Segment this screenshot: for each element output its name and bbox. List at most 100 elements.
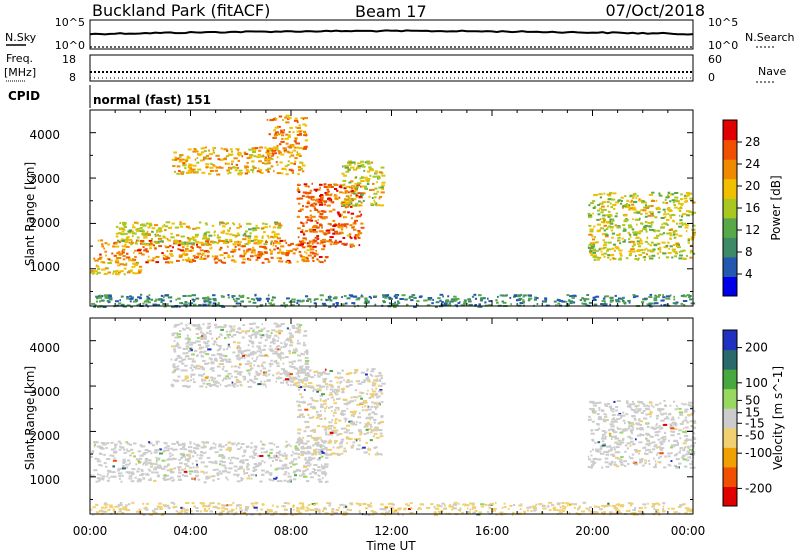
heatmap-cell xyxy=(241,294,245,297)
heatmap-cell xyxy=(632,231,637,234)
heatmap-cell xyxy=(116,257,119,259)
heatmap-cell xyxy=(375,406,379,409)
heatmap-cell xyxy=(165,449,170,452)
heatmap-cell xyxy=(270,165,274,168)
heatmap-cell xyxy=(332,390,336,393)
colorbar-tick-label: 16 xyxy=(745,201,760,215)
heatmap-cell xyxy=(95,300,98,303)
heatmap-cell xyxy=(602,418,606,421)
heatmap-cell xyxy=(276,144,279,147)
heatmap-cell xyxy=(174,226,180,229)
heatmap-cell xyxy=(224,467,228,470)
heatmap-cell xyxy=(226,478,229,481)
heatmap-cell xyxy=(605,228,609,230)
heatmap-cell xyxy=(297,339,299,342)
heatmap-cell xyxy=(346,203,351,206)
heatmap-cell xyxy=(134,476,137,479)
heatmap-cell xyxy=(322,371,326,373)
heatmap-cell xyxy=(342,179,347,182)
heatmap-cell xyxy=(679,207,683,210)
heatmap-cell xyxy=(253,377,259,380)
heatmap-cell xyxy=(274,132,279,135)
heatmap-cell xyxy=(261,474,265,476)
heatmap-cell xyxy=(341,201,346,204)
heatmap-cell xyxy=(243,473,246,475)
heatmap-cell xyxy=(369,418,372,421)
heatmap-cell xyxy=(662,294,664,297)
heatmap-cell xyxy=(163,474,167,477)
heatmap-cell xyxy=(330,199,333,202)
heatmap-cell xyxy=(630,423,635,426)
heatmap-cell xyxy=(394,301,396,304)
heatmap-cell xyxy=(319,445,322,448)
heatmap-cell xyxy=(624,195,627,198)
heatmap-cell xyxy=(354,236,358,239)
heatmap-cell xyxy=(162,257,165,260)
heatmap-cell xyxy=(377,401,381,404)
heatmap-cell xyxy=(264,146,267,149)
heatmap-cell xyxy=(334,197,338,200)
heatmap-cell xyxy=(260,349,263,352)
heatmap-cell xyxy=(120,295,124,298)
heatmap-cell xyxy=(167,227,172,229)
heatmap-cell xyxy=(174,448,178,451)
heatmap-cell xyxy=(271,329,276,332)
heatmap-cell xyxy=(376,451,379,454)
heatmap-cell xyxy=(315,410,319,413)
heatmap-cell xyxy=(217,257,219,260)
heatmap-cell xyxy=(169,476,174,479)
heatmap-cell xyxy=(294,474,297,477)
heatmap-cell xyxy=(594,410,597,413)
heatmap-cell xyxy=(171,457,175,460)
heatmap-cell xyxy=(177,248,180,251)
heatmap-cell xyxy=(179,305,181,308)
heatmap-cell xyxy=(143,234,149,237)
heatmap-cell xyxy=(621,206,624,209)
heatmap-cell xyxy=(247,258,251,261)
heatmap-cell xyxy=(252,148,257,151)
heatmap-cell xyxy=(104,267,108,270)
heatmap-cell xyxy=(220,147,224,150)
heatmap-cell xyxy=(157,237,163,240)
heatmap-cell xyxy=(253,328,255,331)
heatmap-cell xyxy=(151,230,154,233)
heatmap-cell xyxy=(145,261,149,264)
heatmap-cell xyxy=(283,452,286,455)
heatmap-cell xyxy=(661,413,664,416)
heatmap-cell xyxy=(132,232,137,235)
heatmap-cell xyxy=(373,432,378,435)
heatmap-cell xyxy=(256,156,261,159)
heatmap-cell xyxy=(299,208,304,211)
heatmap-cell xyxy=(661,241,666,244)
heatmap-cell xyxy=(618,442,622,445)
heatmap-cell xyxy=(682,249,686,252)
heatmap-cell xyxy=(349,372,353,375)
heatmap-cell xyxy=(631,415,635,418)
heatmap-cell xyxy=(347,197,351,199)
heatmap-cell xyxy=(178,254,184,257)
heatmap-cell xyxy=(292,149,297,152)
heatmap-cell xyxy=(611,247,615,250)
beam-label: Beam 17 xyxy=(355,2,427,21)
heatmap-cell xyxy=(140,240,145,242)
heatmap-cell xyxy=(686,421,689,424)
heatmap-cell xyxy=(449,300,454,303)
heatmap-cell xyxy=(184,250,188,252)
heatmap-cell xyxy=(361,163,365,166)
heatmap-cell xyxy=(187,357,192,360)
heatmap-cell xyxy=(302,222,305,225)
heatmap-cell xyxy=(191,360,196,363)
heatmap-cell xyxy=(369,169,374,172)
heatmap-cell xyxy=(250,336,252,339)
heatmap-cell xyxy=(367,408,372,411)
heatmap-cell xyxy=(203,443,205,446)
heatmap-cell xyxy=(660,304,663,307)
heatmap-cell xyxy=(198,457,203,460)
heatmap-cell xyxy=(324,203,326,206)
heatmap-cell xyxy=(173,479,175,482)
heatmap-cell xyxy=(238,172,244,175)
heatmap-cell xyxy=(192,466,195,469)
heatmap-cell xyxy=(223,256,226,259)
heatmap-cell xyxy=(678,225,682,228)
